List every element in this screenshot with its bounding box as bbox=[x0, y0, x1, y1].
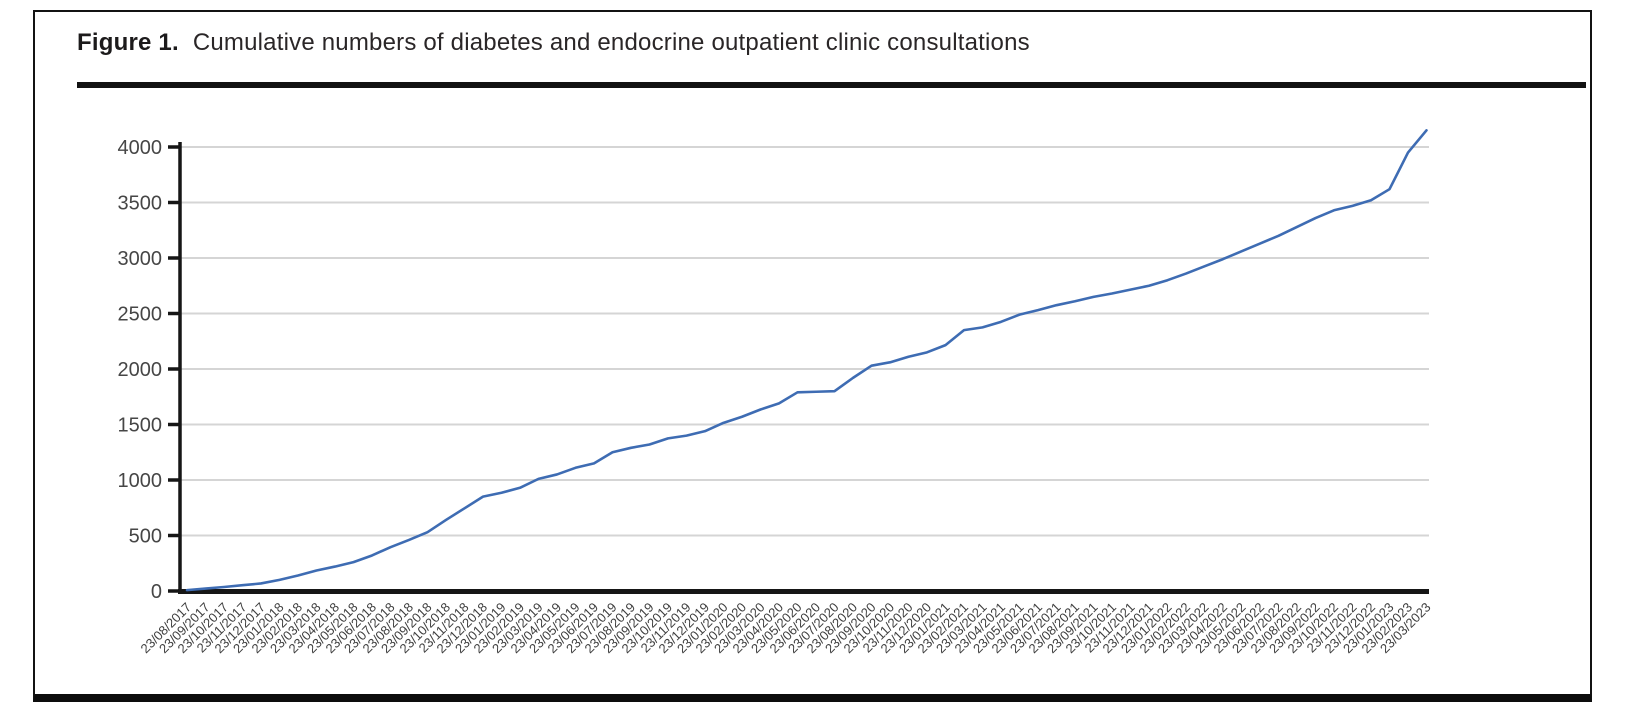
y-tick-label: 0 bbox=[151, 581, 162, 603]
cumulative-line-chart: 0500100015002000250030003500400023/08/20… bbox=[118, 129, 1434, 656]
y-tick-label: 3500 bbox=[118, 193, 163, 215]
y-tick-label: 500 bbox=[129, 526, 162, 548]
figure-panel: Figure 1. Cumulative numbers of diabetes … bbox=[33, 10, 1592, 702]
y-tick-label: 4000 bbox=[118, 137, 163, 159]
series-line-cumulative-consultations bbox=[185, 129, 1428, 592]
chart-area: 0 500 1000 1500 2000 2500 3000 3500 4000 23/08/20… bbox=[35, 88, 1590, 694]
figure-title: Cumulative numbers of diabetes and endoc… bbox=[192, 29, 1030, 56]
y-tick-label: 2000 bbox=[118, 359, 163, 381]
figure-caption: Figure 1. Cumulative numbers of diabetes … bbox=[35, 12, 1590, 58]
caption-divider-rule bbox=[77, 82, 1586, 88]
figure-label: Figure 1. bbox=[77, 29, 179, 56]
y-tick-label: 3000 bbox=[118, 248, 163, 270]
y-tick-label: 2500 bbox=[118, 304, 163, 326]
y-tick-label: 1500 bbox=[118, 415, 163, 437]
y-tick-label: 1000 bbox=[118, 470, 163, 492]
